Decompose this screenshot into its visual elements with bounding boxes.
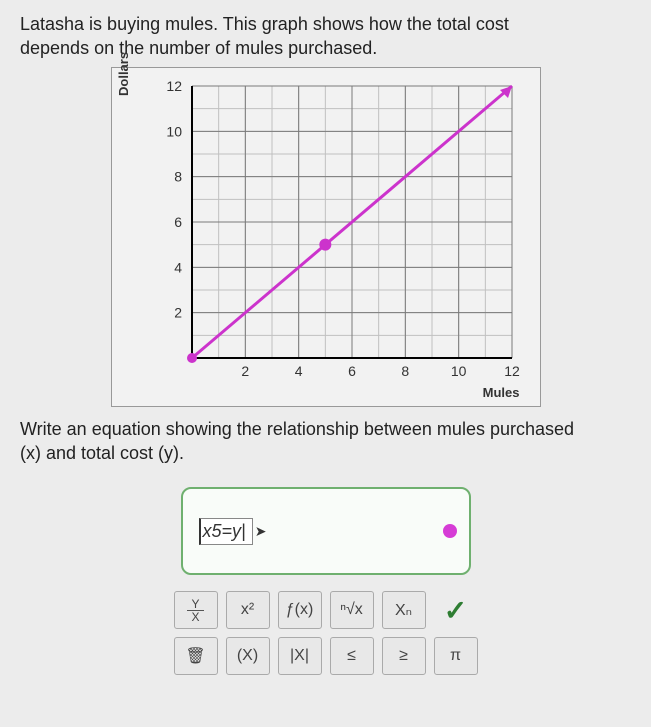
svg-text:12: 12 (504, 363, 520, 379)
fraction-button[interactable]: Y X (174, 591, 218, 629)
abs-label: |X| (290, 647, 309, 665)
chart-container: Dollars Mules 2468101224681012 (111, 67, 541, 407)
toolbar-row-2: 🗑 (X) |X| ≤ ≥ π (20, 637, 631, 675)
trash-icon: 🗑 (185, 646, 205, 666)
paren-label: (X) (237, 647, 258, 665)
instruction-line1: Write an equation showing the relationsh… (20, 419, 574, 439)
function-button[interactable]: ƒ(x) (278, 591, 322, 629)
svg-text:6: 6 (348, 363, 356, 379)
svg-text:2: 2 (174, 304, 182, 320)
problem-line1: Latasha is buying mules. This graph show… (20, 14, 509, 34)
answer-box[interactable]: x5=y| ➤ (181, 487, 471, 575)
text-cursor: | (241, 521, 246, 541)
fraction-top: Y (187, 598, 203, 611)
cursor-icon: ➤ (255, 523, 267, 540)
check-icon: ✓ (444, 594, 467, 627)
svg-text:8: 8 (401, 363, 409, 379)
svg-text:10: 10 (166, 123, 182, 139)
svg-text:8: 8 (174, 168, 182, 184)
abs-button[interactable]: |X| (278, 637, 322, 675)
svg-text:4: 4 (294, 363, 302, 379)
svg-text:4: 4 (174, 259, 182, 275)
pi-label: π (450, 647, 461, 665)
power-button[interactable]: x² (226, 591, 270, 629)
nthroot-button[interactable]: ⁿ√x (330, 591, 374, 629)
svg-text:2: 2 (241, 363, 249, 379)
nthroot-label: ⁿ√x (340, 601, 363, 619)
answer-value: x5=y (203, 521, 242, 541)
lte-label: ≤ (347, 647, 356, 665)
function-label: ƒ(x) (286, 601, 314, 619)
lte-button[interactable]: ≤ (330, 637, 374, 675)
power-label: x² (241, 601, 254, 619)
status-dot-icon (443, 524, 457, 538)
svg-text:12: 12 (166, 78, 182, 94)
gte-button[interactable]: ≥ (382, 637, 426, 675)
instruction-text: Write an equation showing the relationsh… (20, 417, 631, 466)
gte-label: ≥ (399, 647, 408, 665)
check-button[interactable]: ✓ (434, 591, 478, 629)
fraction-bot: X (191, 611, 199, 623)
toolbar-row-1: Y X x² ƒ(x) ⁿ√x Xₙ ✓ (20, 591, 631, 629)
subscript-label: Xₙ (395, 600, 412, 620)
problem-line2: depends on the number of mules purchased… (20, 38, 377, 58)
pi-button[interactable]: π (434, 637, 478, 675)
paren-button[interactable]: (X) (226, 637, 270, 675)
problem-text: Latasha is buying mules. This graph show… (20, 12, 631, 61)
trash-button[interactable]: 🗑 (174, 637, 218, 675)
instruction-line2: (x) and total cost (y). (20, 443, 184, 463)
math-toolbar: Y X x² ƒ(x) ⁿ√x Xₙ ✓ 🗑 (X) |X| ≤ ≥ π (20, 591, 631, 675)
svg-text:6: 6 (174, 214, 182, 230)
svg-text:10: 10 (450, 363, 466, 379)
answer-input[interactable]: x5=y| (199, 518, 253, 545)
chart-svg: 2 4 6 8 10 12 2 4 6 8 10 12 (112, 68, 542, 408)
subscript-button[interactable]: Xₙ (382, 591, 426, 629)
